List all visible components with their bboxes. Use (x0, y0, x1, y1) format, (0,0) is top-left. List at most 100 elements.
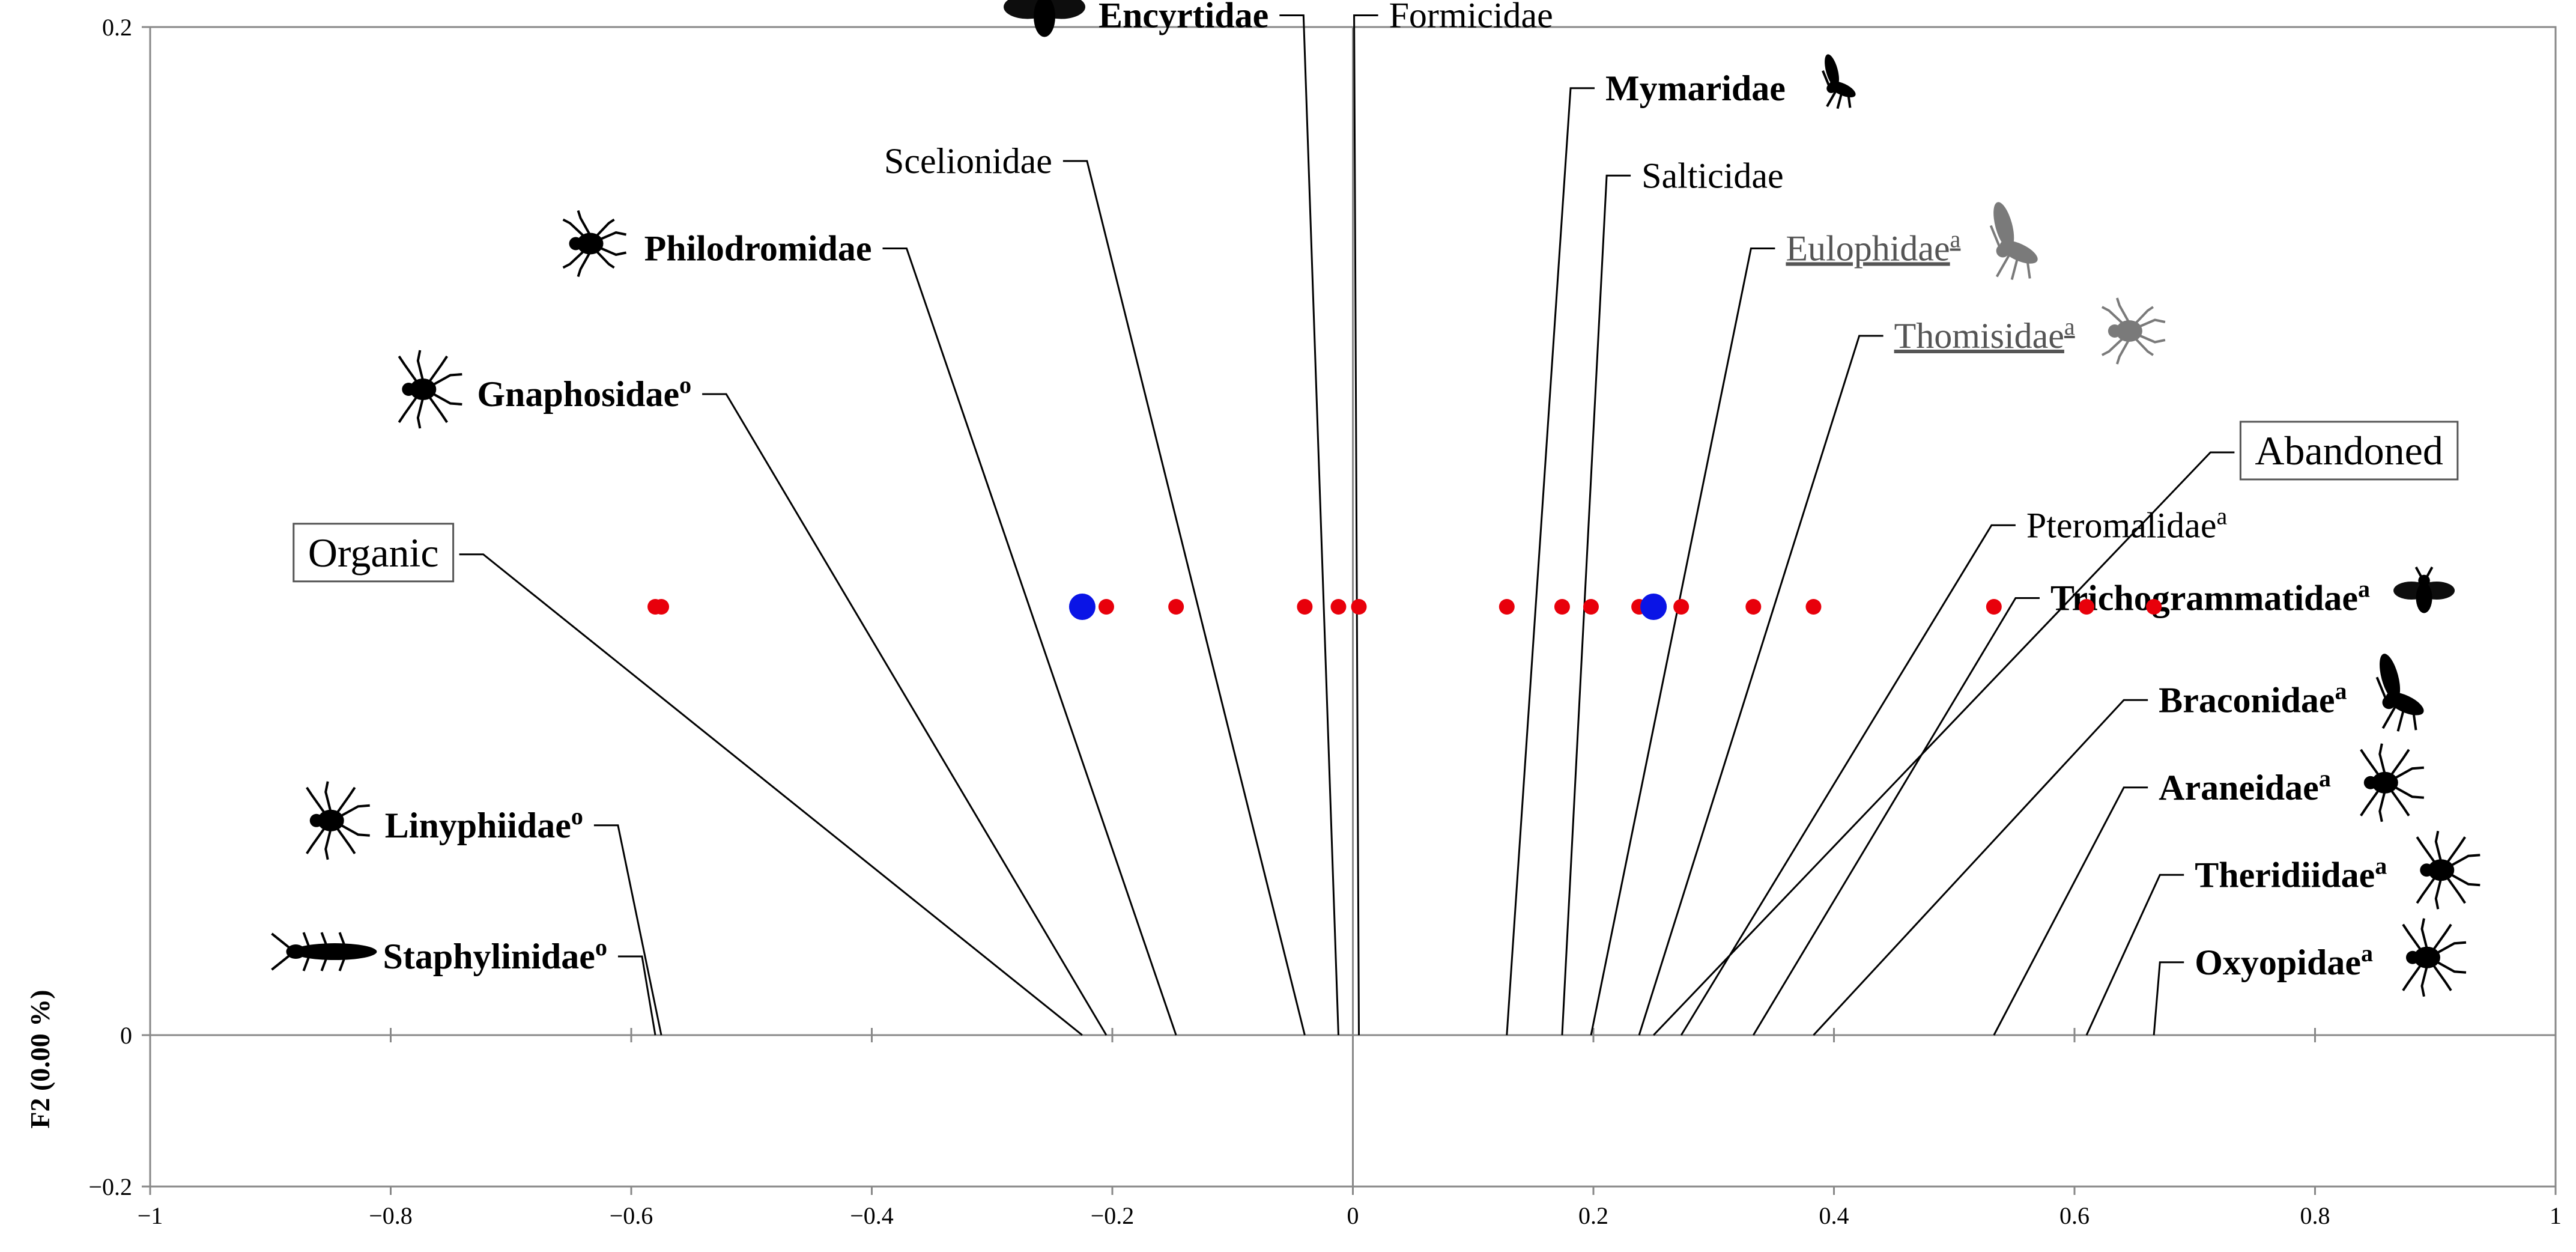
label-superscript: a (2375, 852, 2387, 879)
icon-leg (2025, 257, 2031, 279)
icon-leg (2416, 877, 2436, 904)
label-name: Salticidae (1641, 156, 1784, 195)
label-name: Oxyopidae (2195, 943, 2361, 982)
icon-leg (416, 397, 425, 429)
y-tick-label: 0.2 (102, 14, 132, 41)
x-tick-label: −0.8 (369, 1202, 413, 1229)
icon-leg (2390, 789, 2410, 816)
leader-line (1561, 174, 1631, 1036)
icon-leg (595, 218, 615, 237)
leader-line (1638, 335, 1884, 1036)
icon-leg (2434, 830, 2443, 862)
family-label: Linyphiidaeo (385, 803, 583, 845)
icon-wing (2380, 654, 2401, 700)
family-label: Braconidaea (2159, 677, 2347, 720)
icon-leg (428, 355, 448, 383)
leader-line (1680, 524, 2016, 1036)
label-superscript: a (2361, 940, 2373, 967)
label-superscript: o (679, 371, 691, 398)
icon-leg (2378, 743, 2386, 775)
family-point (1745, 599, 1762, 615)
treatment-label-box (292, 523, 455, 583)
icon-body (317, 809, 344, 831)
icon-leg (598, 231, 626, 242)
spider-icon (306, 781, 370, 860)
leader-line (1279, 14, 1339, 1036)
x-tick-label: 0.2 (1578, 1202, 1608, 1229)
icon-leg (2449, 872, 2481, 887)
icon-leg (302, 951, 312, 971)
icon-body (2371, 771, 2398, 794)
icon-leg (338, 823, 370, 837)
icon-antenna (271, 932, 291, 949)
label-superscript: a (2335, 677, 2347, 704)
icon-antenna (1989, 225, 2001, 247)
family-point (1168, 599, 1184, 615)
icon-leg (2432, 923, 2452, 951)
icon-leg (302, 932, 312, 952)
leader-line (882, 248, 1177, 1036)
icon-head (569, 237, 583, 251)
icon-leg (1826, 91, 1837, 108)
icon-leg (2360, 749, 2380, 776)
family-point (1351, 599, 1367, 615)
label-name: Theridiidae (2195, 855, 2375, 895)
icon-leg (306, 827, 326, 854)
icon-leg (324, 781, 332, 813)
leader-line (2085, 874, 2184, 1036)
leader-line (1062, 160, 1306, 1036)
icon-leg (306, 786, 326, 814)
icon-leg (2392, 766, 2424, 780)
treatment-point (1640, 594, 1667, 620)
labels: StaphylinidaeoLinyphiidaeoGnaphosidaeoPh… (292, 0, 2459, 982)
icon-leg (338, 932, 348, 952)
label-name: Thomisidae (1894, 316, 2064, 356)
label-name: Linyphiidae (385, 806, 571, 845)
icon-leg (2392, 785, 2424, 799)
icon-leg (2434, 941, 2467, 955)
family-label: Gnaphosidaeo (477, 371, 691, 414)
label-name: Araneidae (2159, 768, 2319, 807)
icon-leg (2101, 306, 2124, 325)
icon-antenna (2375, 676, 2387, 699)
icon-wing (1993, 202, 2014, 249)
icon-leg (428, 395, 448, 424)
crab-spider-icon (2101, 297, 2166, 365)
icon-body (2428, 859, 2455, 881)
icon-leg (2420, 965, 2428, 997)
label-superscript: a (2064, 313, 2075, 340)
label-name: Abandoned (2255, 428, 2443, 473)
x-tick-label: 0.8 (2300, 1202, 2330, 1229)
label-name: Philodromidae (644, 229, 872, 269)
icon-leg (562, 250, 585, 269)
icon-head (309, 813, 323, 827)
family-label: Philodromidae (644, 229, 872, 269)
family-point (1098, 599, 1114, 615)
leader-line (702, 393, 1108, 1036)
icon-head (2363, 776, 2377, 789)
icon-leg (398, 355, 418, 383)
icon-head (2108, 324, 2121, 338)
icon-leg (2402, 964, 2422, 991)
family-label: Staphylinidaeo (383, 934, 607, 976)
leader-line (593, 824, 662, 1036)
icon-leg (320, 932, 330, 952)
icon-head (2382, 696, 2396, 710)
icon-leg (2134, 306, 2154, 325)
icon-head (2405, 950, 2419, 964)
family-point (1499, 599, 1515, 615)
family-point (1583, 599, 1599, 615)
x-tick-label: 0.6 (2059, 1202, 2090, 1229)
treatment-label: Abandoned (2255, 428, 2443, 473)
icon-leg (2402, 923, 2422, 951)
points (647, 594, 2162, 620)
icon-leg (2434, 960, 2467, 974)
family-label: Theridiidaea (2195, 852, 2387, 895)
icon-body (2386, 692, 2424, 716)
icon-leg (2446, 836, 2466, 864)
label-superscript: a (1950, 226, 1961, 253)
leader-line (1590, 248, 1775, 1036)
label-name: Pteromalidae (2026, 505, 2217, 545)
treatment-label-box (2239, 421, 2459, 481)
